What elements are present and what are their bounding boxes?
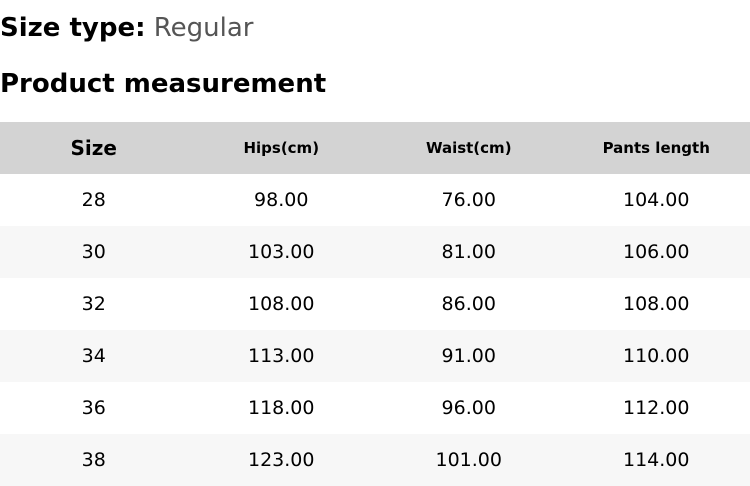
cell-hips: 98.00 bbox=[254, 189, 309, 211]
header-size: Size bbox=[0, 122, 188, 174]
cell-size: 30 bbox=[0, 226, 188, 278]
table-row: 28 98.00 76.00 104.00 bbox=[0, 174, 750, 226]
cell-size: 36 bbox=[81, 397, 106, 419]
cell-hips: 113.00 bbox=[187, 330, 375, 382]
cell-waist: 81.00 bbox=[375, 226, 563, 278]
cell-hips: 103.00 bbox=[187, 226, 375, 278]
cell-size: 28 bbox=[81, 189, 106, 211]
cell-pants-length: 110.00 bbox=[562, 330, 750, 382]
cell-size: 38 bbox=[0, 434, 188, 486]
cell-pants-length: 106.00 bbox=[562, 226, 750, 278]
cell-pants-length: 104.00 bbox=[623, 189, 690, 211]
header-waist: Waist(cm) bbox=[375, 122, 563, 174]
cell-waist: 96.00 bbox=[441, 397, 496, 419]
cell-hips: 108.00 bbox=[248, 293, 315, 315]
cell-pants-length: 108.00 bbox=[623, 293, 690, 315]
table-row: 32 108.00 86.00 108.00 bbox=[0, 278, 750, 330]
cell-pants-length: 114.00 bbox=[562, 434, 750, 486]
cell-hips: 118.00 bbox=[248, 397, 315, 419]
cell-pants-length: 112.00 bbox=[623, 397, 690, 419]
cell-waist: 86.00 bbox=[441, 293, 496, 315]
table-row: 36 118.00 96.00 112.00 bbox=[0, 382, 750, 434]
table-row: 30 103.00 81.00 106.00 bbox=[0, 226, 750, 278]
table-row: 38 123.00 101.00 114.00 bbox=[0, 434, 750, 486]
cell-size: 32 bbox=[81, 293, 106, 315]
table-header-row: Size Hips(cm) Waist(cm) Pants length bbox=[0, 122, 750, 174]
header-hips: Hips(cm) bbox=[187, 122, 375, 174]
size-type: Size type: Regular bbox=[0, 11, 253, 45]
section-title: Product measurement bbox=[0, 69, 327, 99]
cell-waist: 91.00 bbox=[375, 330, 563, 382]
header-pants-length: Pants length bbox=[562, 122, 750, 174]
cell-size: 34 bbox=[0, 330, 188, 382]
cell-hips: 123.00 bbox=[187, 434, 375, 486]
size-type-label: Size type: bbox=[0, 13, 146, 43]
table-row: 34 113.00 91.00 110.00 bbox=[0, 330, 750, 382]
measurement-table: Size Hips(cm) Waist(cm) Pants length 28 9… bbox=[0, 122, 750, 486]
size-type-value: Regular bbox=[153, 13, 254, 43]
cell-waist: 76.00 bbox=[441, 189, 496, 211]
cell-waist: 101.00 bbox=[375, 434, 563, 486]
